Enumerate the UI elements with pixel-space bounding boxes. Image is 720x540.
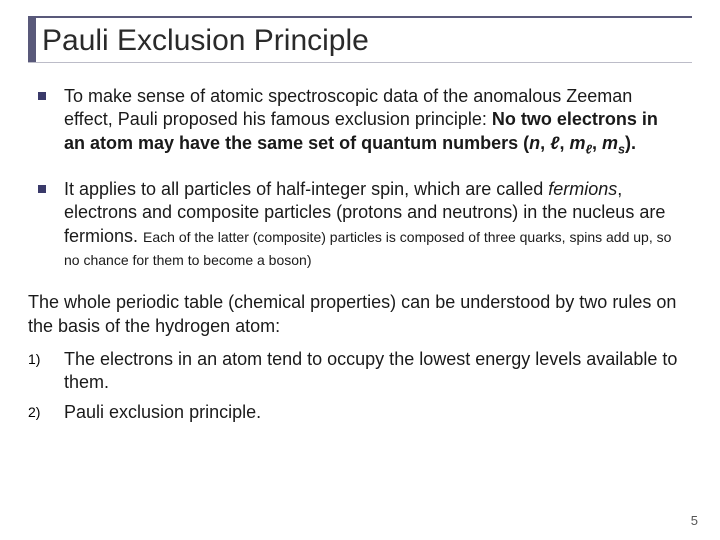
numbered-item: 1) The electrons in an atom tend to occu… bbox=[28, 348, 682, 395]
qn-ml: mℓ bbox=[569, 133, 592, 153]
bullet-text-1: To make sense of atomic spectroscopic da… bbox=[64, 85, 682, 158]
paragraph: The whole periodic table (chemical prope… bbox=[28, 291, 682, 338]
comma: , bbox=[559, 133, 569, 153]
page-number: 5 bbox=[691, 513, 698, 528]
text-small: Each of the latter (composite) particles… bbox=[64, 229, 671, 268]
sub-s: s bbox=[618, 142, 625, 156]
comma: , bbox=[540, 133, 550, 153]
numbered-text: Pauli exclusion principle. bbox=[64, 401, 261, 424]
m: m bbox=[569, 133, 585, 153]
qn-ms: ms bbox=[602, 133, 625, 153]
number-label: 1) bbox=[28, 348, 64, 395]
title-wrap: Pauli Exclusion Principle bbox=[28, 18, 692, 63]
comma: , bbox=[592, 133, 602, 153]
title-top-border bbox=[28, 16, 692, 18]
bullet-item: It applies to all particles of half-inte… bbox=[38, 178, 682, 272]
number-label: 2) bbox=[28, 401, 64, 424]
square-bullet-icon bbox=[38, 92, 46, 100]
square-bullet-icon bbox=[38, 185, 46, 193]
para-text: The whole periodic table (chemical prope… bbox=[28, 292, 676, 335]
bullet-text-2: It applies to all particles of half-inte… bbox=[64, 178, 682, 272]
text-part1: It applies to all particles of half-inte… bbox=[64, 179, 548, 199]
numbered-text: The electrons in an atom tend to occupy … bbox=[64, 348, 682, 395]
m: m bbox=[602, 133, 618, 153]
numbered-item: 2) Pauli exclusion principle. bbox=[28, 401, 682, 424]
close-paren: ). bbox=[625, 133, 636, 153]
title-left-border bbox=[28, 16, 36, 62]
qn-n: n bbox=[529, 133, 540, 153]
slide-title: Pauli Exclusion Principle bbox=[28, 18, 692, 63]
bullet-item: To make sense of atomic spectroscopic da… bbox=[38, 85, 682, 158]
fermions-term: fermions bbox=[548, 179, 617, 199]
